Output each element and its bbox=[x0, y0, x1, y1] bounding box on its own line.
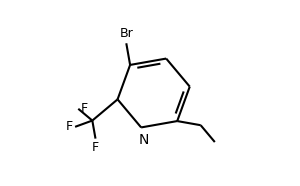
Text: F: F bbox=[66, 120, 73, 133]
Text: N: N bbox=[138, 133, 148, 147]
Text: Br: Br bbox=[119, 27, 133, 40]
Text: F: F bbox=[92, 141, 99, 154]
Text: F: F bbox=[80, 102, 88, 115]
